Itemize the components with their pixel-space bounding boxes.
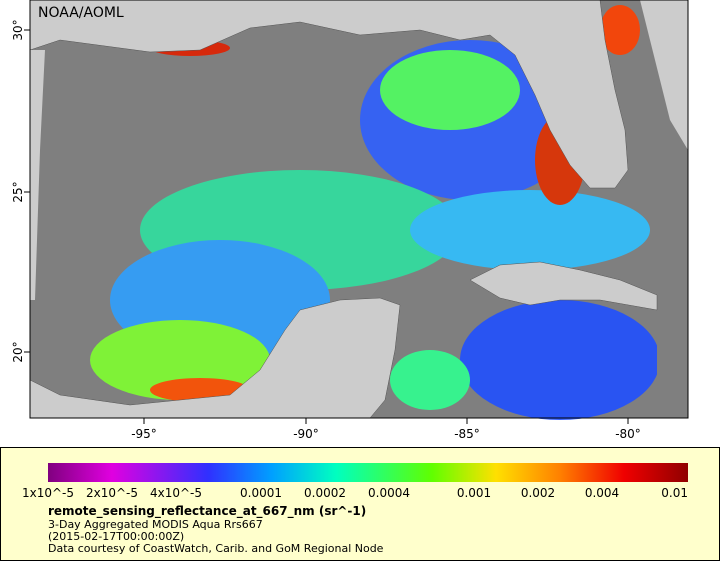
x-tick-label: -85°: [454, 427, 480, 441]
colorbar-label: 4x10^-5: [150, 486, 202, 500]
colorbar-label: 2x10^-5: [86, 486, 138, 500]
land-north: [29, 0, 629, 189]
colorbar-label: 0.001: [457, 486, 491, 500]
y-tick-label: 30°: [11, 19, 25, 40]
x-tick-label: -95°: [131, 427, 157, 441]
axes: -95° -90° -85° -80° 30° 25° 20°: [11, 19, 641, 441]
colorbar-label: 0.0001: [240, 486, 282, 500]
credit: NOAA/AOML: [38, 5, 124, 21]
colorbar-label: 0.01: [661, 486, 688, 500]
colorbar-title: remote_sensing_reflectance_at_667_nm (sr…: [48, 504, 366, 519]
colorbar-labels: 1x10^-5 2x10^-5 4x10^-5 0.0001 0.0002 0.0004 0…: [22, 486, 688, 500]
colorbar: [48, 463, 688, 482]
x-tick-label: -90°: [293, 427, 319, 441]
y-tick-label: 20°: [11, 341, 25, 362]
map: NOAA/AOML: [29, 0, 689, 420]
data-field: [90, 5, 660, 420]
colorbar-label: 0.002: [521, 486, 555, 500]
colorbar-label: 0.004: [585, 486, 619, 500]
colorbar-label: 0.0002: [304, 486, 346, 500]
x-tick-label: -80°: [615, 427, 641, 441]
y-tick-label: 25°: [11, 181, 25, 202]
colorbar-label: 0.0004: [368, 486, 410, 500]
map-frame: [29, 0, 689, 419]
land-cuba: [469, 261, 658, 311]
info-line: (2015-02-17T00:00:00Z): [48, 530, 184, 543]
info-line: 3-Day Aggregated MODIS Aqua Rrs667: [48, 518, 263, 531]
info-line: Data courtesy of CoastWatch, Carib. and …: [48, 542, 384, 555]
land-south: [29, 297, 401, 419]
land-east: [640, 0, 688, 150]
colorbar-label: 1x10^-5: [22, 486, 74, 500]
land-west: [30, 50, 45, 300]
